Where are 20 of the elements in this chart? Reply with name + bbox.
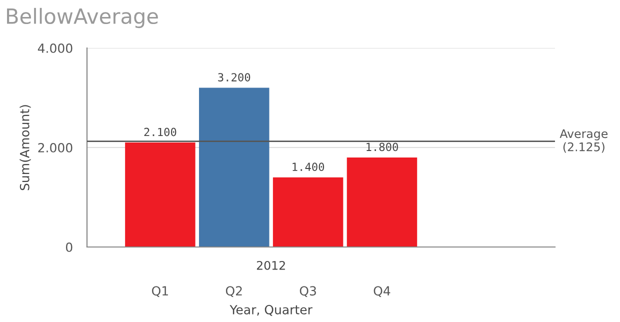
x-axis-title: Year, Quarter	[230, 304, 312, 316]
bar	[346, 157, 418, 247]
bar	[125, 142, 196, 247]
ref-line-label: Average (2.125)	[560, 129, 608, 153]
bar	[199, 88, 270, 247]
y-axis-title: Sum(Amount)	[20, 105, 31, 190]
bar	[272, 177, 344, 247]
y-tick-label: 4.000	[38, 43, 72, 53]
y-tick-label: 0	[66, 242, 72, 252]
data-label: 1.800	[366, 142, 398, 152]
x-tick-label: Q3	[300, 286, 316, 297]
data-label: 2.100	[144, 128, 176, 136]
x-tick-label: Q2	[226, 286, 242, 297]
data-label: 1.400	[292, 162, 324, 172]
x-tick-label: Q4	[374, 286, 390, 297]
data-label: 3.200	[218, 73, 250, 82]
y-tick-label: 2.000	[38, 142, 72, 152]
text: 2012	[256, 260, 285, 270]
chart-title: BellowAverage	[7, 8, 158, 28]
x-tick-label: Q1	[152, 286, 168, 297]
